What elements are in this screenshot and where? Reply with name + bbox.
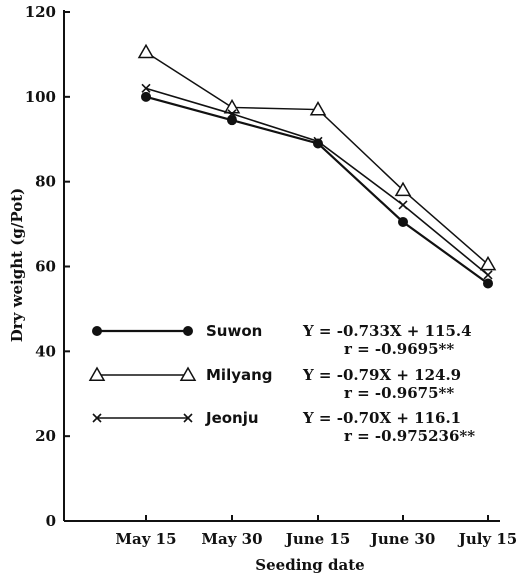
data-point-suwon [141,91,151,102]
legend-label: Jeonju [205,409,259,427]
series-line-suwon [145,95,489,285]
data-point-suwon [227,115,237,126]
correlation-coefficient: r = -0.975236** [344,427,475,445]
legend-marker [92,413,102,423]
data-point-suwon [398,216,408,227]
data-point-jeonju [227,109,237,119]
data-point-suwon [483,278,493,289]
series-layer [137,43,497,289]
legend-marker [88,366,106,381]
correlation-coefficient: r = -0.9695** [344,340,454,358]
y-tick-label: 40 [35,342,56,360]
legend: Suwon Y = -0.733X + 115.4r = -0.9695** Mil… [88,322,475,445]
data-point-jeonju [483,270,493,280]
data-point-jeonju [398,200,408,210]
x-tick-label: June 15 [284,530,351,548]
data-point-jeonju [141,83,151,93]
legend-marker [183,326,193,336]
x-axis-title: Seeding date [255,556,364,574]
regression-equation: Y = -0.79X + 124.9 [302,366,461,384]
data-point-milyang [137,43,155,59]
y-tick-label: 120 [25,3,56,21]
legend-entry-jeonju: Jeonju Y = -0.70X + 116.1r = -0.975236** [92,409,475,445]
data-point-milyang [309,101,327,116]
legend-label: Milyang [206,366,273,384]
regression-equation: Y = -0.70X + 116.1 [302,409,461,427]
legend-marker [179,366,197,381]
data-point-milyang [223,98,241,114]
legend-entry-milyang: Milyang Y = -0.79X + 124.9r = -0.9675** [88,366,461,402]
y-tick-label: 80 [35,173,56,191]
x-tick-label: July 15 [457,530,518,548]
series-jeonju [141,83,493,280]
x-tick-label: June 30 [369,530,436,548]
series-milyang [137,43,497,271]
x-tick-label: May 30 [201,530,262,548]
legend-label: Suwon [206,322,262,340]
correlation-coefficient: r = -0.9675** [344,384,454,402]
x-tick-label: May 15 [115,530,176,548]
data-point-jeonju [313,136,323,146]
series-suwon [141,91,493,289]
legend-marker [92,326,102,336]
data-point-milyang [479,255,497,271]
regression-equation: Y = -0.733X + 115.4 [302,322,472,340]
legend-marker [183,413,193,423]
legend-entry-suwon: Suwon Y = -0.733X + 115.4r = -0.9695** [92,322,472,358]
y-tick-label: 20 [35,427,56,445]
x-axis-ticks: May 15 May 30 June 15 June 30 July 15 [115,515,517,548]
data-point-milyang [394,181,412,197]
y-tick-label: 100 [25,88,56,106]
y-tick-label: 0 [46,512,56,530]
y-axis-ticks: 0 20 40 60 80 100 120 [25,3,70,530]
y-axis-title: Dry weight (g/Pot) [8,188,26,343]
y-tick-label: 60 [35,258,56,276]
